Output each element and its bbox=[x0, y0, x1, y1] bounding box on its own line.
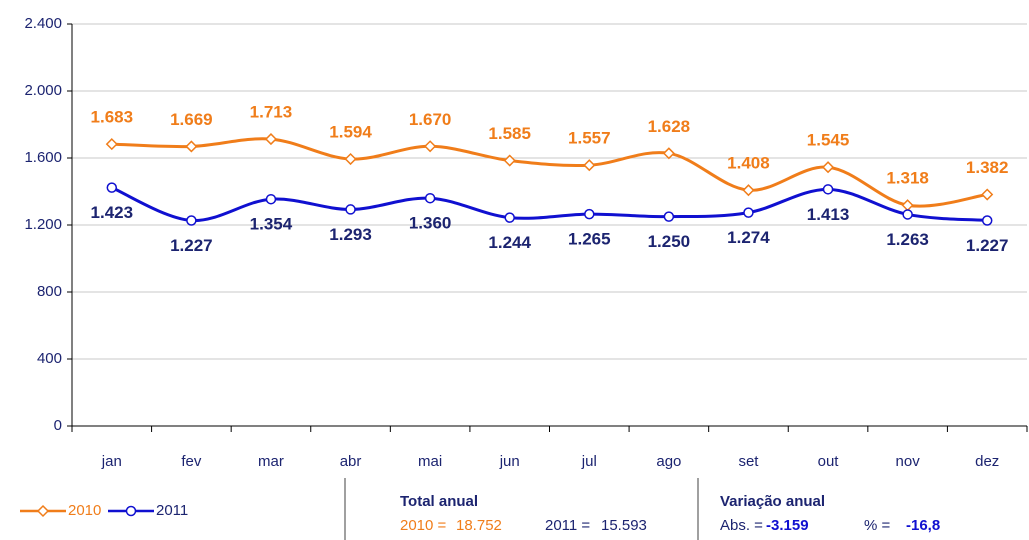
variation-value: -16,8 bbox=[906, 517, 940, 534]
x-tick-label: fev bbox=[181, 453, 202, 470]
data-label: 1.250 bbox=[648, 232, 691, 251]
marker bbox=[981, 188, 994, 201]
marker bbox=[504, 212, 515, 223]
y-tick-label: 1.200 bbox=[24, 216, 62, 233]
marker bbox=[662, 147, 675, 160]
total-title: Total anual bbox=[400, 493, 478, 510]
marker bbox=[345, 204, 356, 215]
y-tick-label: 2.400 bbox=[24, 15, 62, 32]
data-label: 1.557 bbox=[568, 129, 611, 148]
legend-label: 2010 bbox=[68, 502, 101, 519]
x-tick-label: ago bbox=[656, 453, 681, 470]
data-label: 1.683 bbox=[91, 108, 134, 127]
marker bbox=[503, 154, 516, 167]
legend-marker bbox=[36, 504, 50, 518]
y-tick-label: 1.600 bbox=[24, 149, 62, 166]
data-label: 1.594 bbox=[329, 122, 372, 141]
series-line bbox=[111, 186, 988, 222]
data-label: 1.713 bbox=[250, 103, 293, 122]
data-label: 1.669 bbox=[170, 110, 213, 129]
total-label: 2011 = bbox=[545, 517, 590, 534]
total-value: 18.752 bbox=[456, 517, 502, 534]
y-tick-label: 0 bbox=[54, 417, 62, 434]
data-label: 1.408 bbox=[727, 154, 770, 173]
marker bbox=[742, 184, 755, 197]
marker bbox=[743, 207, 754, 218]
data-label: 1.360 bbox=[409, 214, 452, 233]
marker bbox=[106, 182, 118, 193]
marker bbox=[663, 211, 675, 222]
legend-marker bbox=[125, 505, 137, 517]
total-value: 15.593 bbox=[601, 517, 647, 534]
data-label: 1.227 bbox=[966, 236, 1009, 255]
variation-label: Abs. = bbox=[720, 517, 763, 534]
data-label: 1.354 bbox=[250, 215, 293, 234]
x-tick-label: jul bbox=[581, 453, 597, 470]
marker bbox=[584, 208, 595, 220]
marker bbox=[902, 209, 913, 220]
marker bbox=[821, 161, 835, 174]
variation-label: % = bbox=[864, 517, 891, 534]
data-label: 1.628 bbox=[648, 117, 691, 136]
data-label: 1.274 bbox=[727, 228, 770, 247]
marker bbox=[344, 152, 357, 166]
x-tick-label: abr bbox=[340, 453, 362, 470]
marker bbox=[424, 192, 436, 204]
x-tick-label: jun bbox=[499, 453, 520, 470]
total-label: 2010 = bbox=[400, 517, 447, 534]
data-label: 1.585 bbox=[488, 124, 531, 143]
x-tick-label: dez bbox=[975, 453, 999, 470]
x-tick-label: out bbox=[818, 453, 840, 470]
variation-value: -3.159 bbox=[766, 517, 809, 534]
x-tick-label: mar bbox=[258, 453, 284, 470]
marker bbox=[185, 140, 198, 153]
data-label: 1.318 bbox=[886, 169, 929, 188]
marker bbox=[822, 184, 834, 195]
x-tick-label: nov bbox=[896, 453, 921, 470]
marker bbox=[265, 193, 277, 205]
data-label: 1.263 bbox=[886, 230, 929, 249]
data-label: 1.545 bbox=[807, 131, 850, 150]
data-label: 1.670 bbox=[409, 110, 452, 129]
data-label: 1.265 bbox=[568, 230, 611, 249]
marker bbox=[105, 138, 118, 151]
x-tick-label: mai bbox=[418, 453, 442, 470]
data-label: 1.423 bbox=[91, 203, 134, 222]
marker bbox=[981, 215, 993, 226]
data-label: 1.244 bbox=[488, 233, 531, 252]
marker bbox=[583, 159, 596, 172]
variation-title: Variação anual bbox=[720, 493, 825, 510]
data-label: 1.382 bbox=[966, 158, 1009, 177]
marker bbox=[264, 133, 278, 146]
legend-label: 2011 bbox=[156, 502, 188, 519]
marker bbox=[424, 140, 437, 153]
y-tick-label: 400 bbox=[37, 350, 62, 367]
data-label: 1.413 bbox=[807, 205, 850, 224]
data-label: 1.293 bbox=[329, 225, 372, 244]
marker bbox=[186, 215, 197, 226]
y-tick-label: 2.000 bbox=[24, 82, 62, 99]
data-label: 1.227 bbox=[170, 236, 213, 255]
marker bbox=[901, 199, 914, 212]
x-tick-label: set bbox=[738, 453, 759, 470]
x-tick-label: jan bbox=[101, 453, 122, 470]
y-tick-label: 800 bbox=[37, 283, 62, 300]
